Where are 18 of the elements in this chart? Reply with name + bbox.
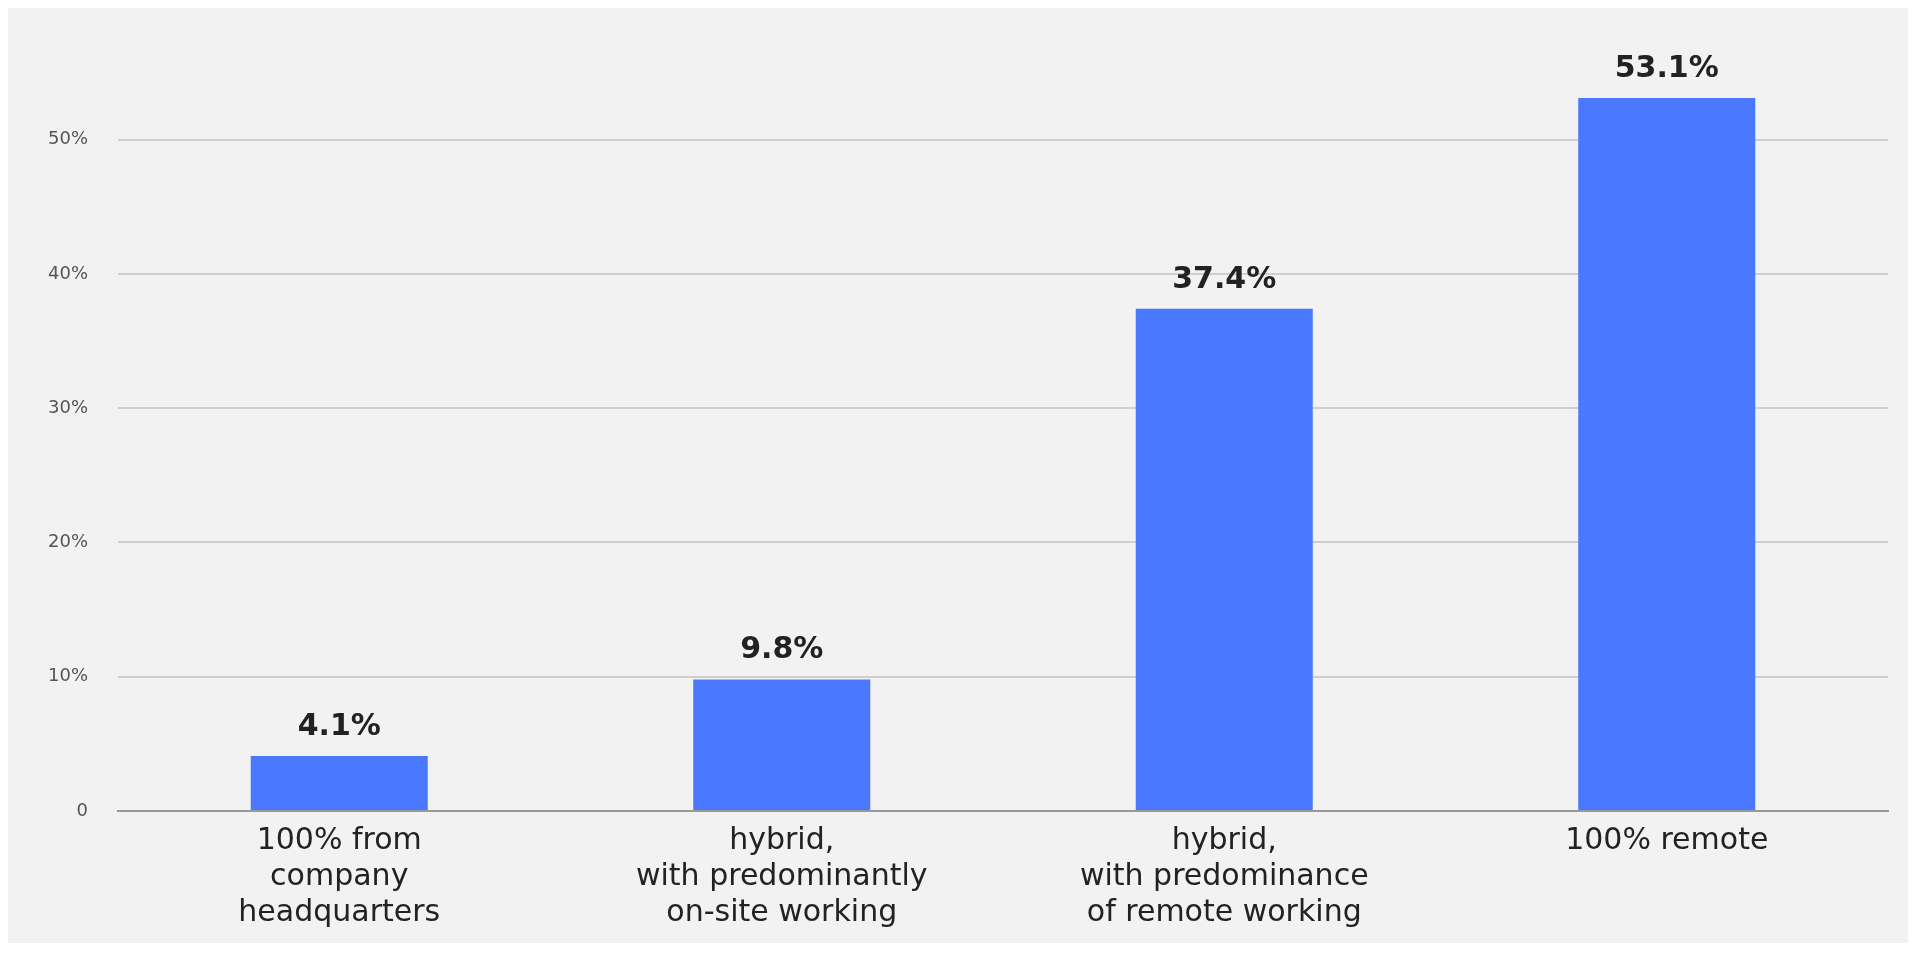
data-label: 37.4% bbox=[1172, 259, 1277, 295]
y-tick-label: 10% bbox=[47, 664, 89, 686]
y-tick-label: 0 bbox=[76, 798, 89, 820]
data-label: 9.8% bbox=[740, 630, 824, 666]
y-tick-label: 50% bbox=[47, 127, 89, 149]
y-tick-label: 20% bbox=[47, 530, 89, 552]
y-tick-label: 30% bbox=[47, 395, 89, 417]
data-label: 53.1% bbox=[1614, 48, 1719, 84]
x-tick-label: hybrid, with predominance of remote working bbox=[1079, 820, 1369, 928]
bar bbox=[1135, 308, 1313, 810]
x-tick-label: 100% remote bbox=[1565, 820, 1769, 856]
x-tick-label: hybrid, with predominantly on-site working bbox=[635, 820, 928, 928]
bar bbox=[693, 679, 871, 810]
bar bbox=[250, 755, 428, 810]
x-tick-label: 100% from company headquarters bbox=[238, 820, 441, 928]
y-tick-label: 40% bbox=[47, 261, 89, 283]
bar bbox=[1578, 98, 1756, 810]
data-label: 4.1% bbox=[297, 706, 381, 742]
